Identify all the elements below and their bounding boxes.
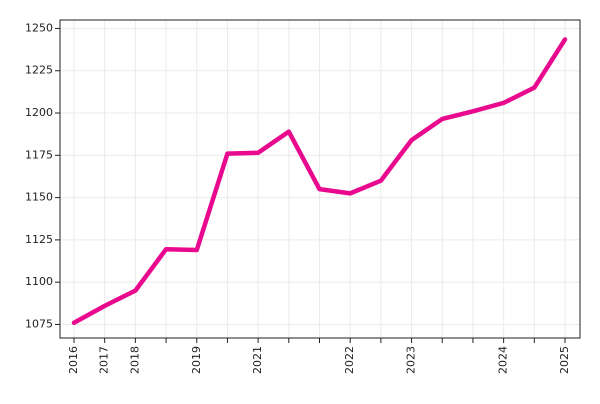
x-tick-label: 2018 <box>128 346 141 374</box>
x-tick-label: 2025 <box>558 346 571 374</box>
y-tick-label: 1100 <box>25 275 53 288</box>
y-tick-label: 1175 <box>25 148 53 161</box>
x-tick-label: 2021 <box>251 346 264 374</box>
x-tick-label: 2017 <box>98 346 111 374</box>
x-tick-label: 2016 <box>67 346 80 374</box>
y-tick-label: 1125 <box>25 233 53 246</box>
plot-frame <box>59 19 581 339</box>
x-tick-label: 2024 <box>497 346 510 374</box>
x-tick-label: 2023 <box>405 346 418 374</box>
line <box>71 37 568 326</box>
y-tick-label: 1250 <box>25 21 53 34</box>
y-tick-label: 1225 <box>25 64 53 77</box>
y-tick-label: 1200 <box>25 106 53 119</box>
y-tick-label: 1075 <box>25 317 53 330</box>
y-tick-label: 1150 <box>25 191 53 204</box>
x-tick-label: 2022 <box>343 346 356 374</box>
x-tick-label: 2019 <box>190 346 203 374</box>
